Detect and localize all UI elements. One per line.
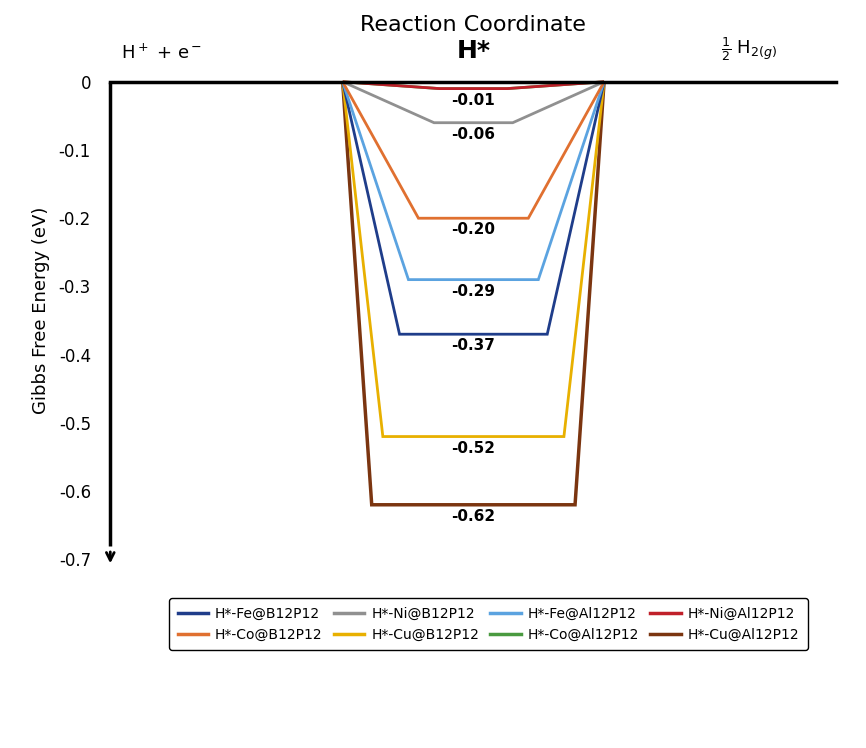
Y-axis label: Gibbs Free Energy (eV): Gibbs Free Energy (eV)	[32, 206, 50, 414]
Text: -0.20: -0.20	[451, 222, 495, 237]
Legend: H*-Fe@B12P12, H*-Co@B12P12, H*-Ni@B12P12, H*-Cu@B12P12, H*-Fe@Al12P12, H*-Co@Al1: H*-Fe@B12P12, H*-Co@B12P12, H*-Ni@B12P12…	[169, 598, 808, 650]
Text: -0.06: -0.06	[451, 127, 495, 142]
Text: $\frac{1}{2}$ H$_{2(g)}$: $\frac{1}{2}$ H$_{2(g)}$	[721, 35, 778, 63]
Text: H*: H*	[456, 39, 490, 63]
Text: H$^+$ + e$^-$: H$^+$ + e$^-$	[120, 43, 202, 63]
Text: -0.52: -0.52	[451, 441, 495, 456]
Text: -0.29: -0.29	[451, 283, 495, 298]
Title: Reaction Coordinate: Reaction Coordinate	[360, 15, 586, 35]
Text: -0.37: -0.37	[451, 338, 495, 353]
Text: -0.01: -0.01	[451, 93, 495, 108]
Text: -0.62: -0.62	[451, 509, 495, 524]
